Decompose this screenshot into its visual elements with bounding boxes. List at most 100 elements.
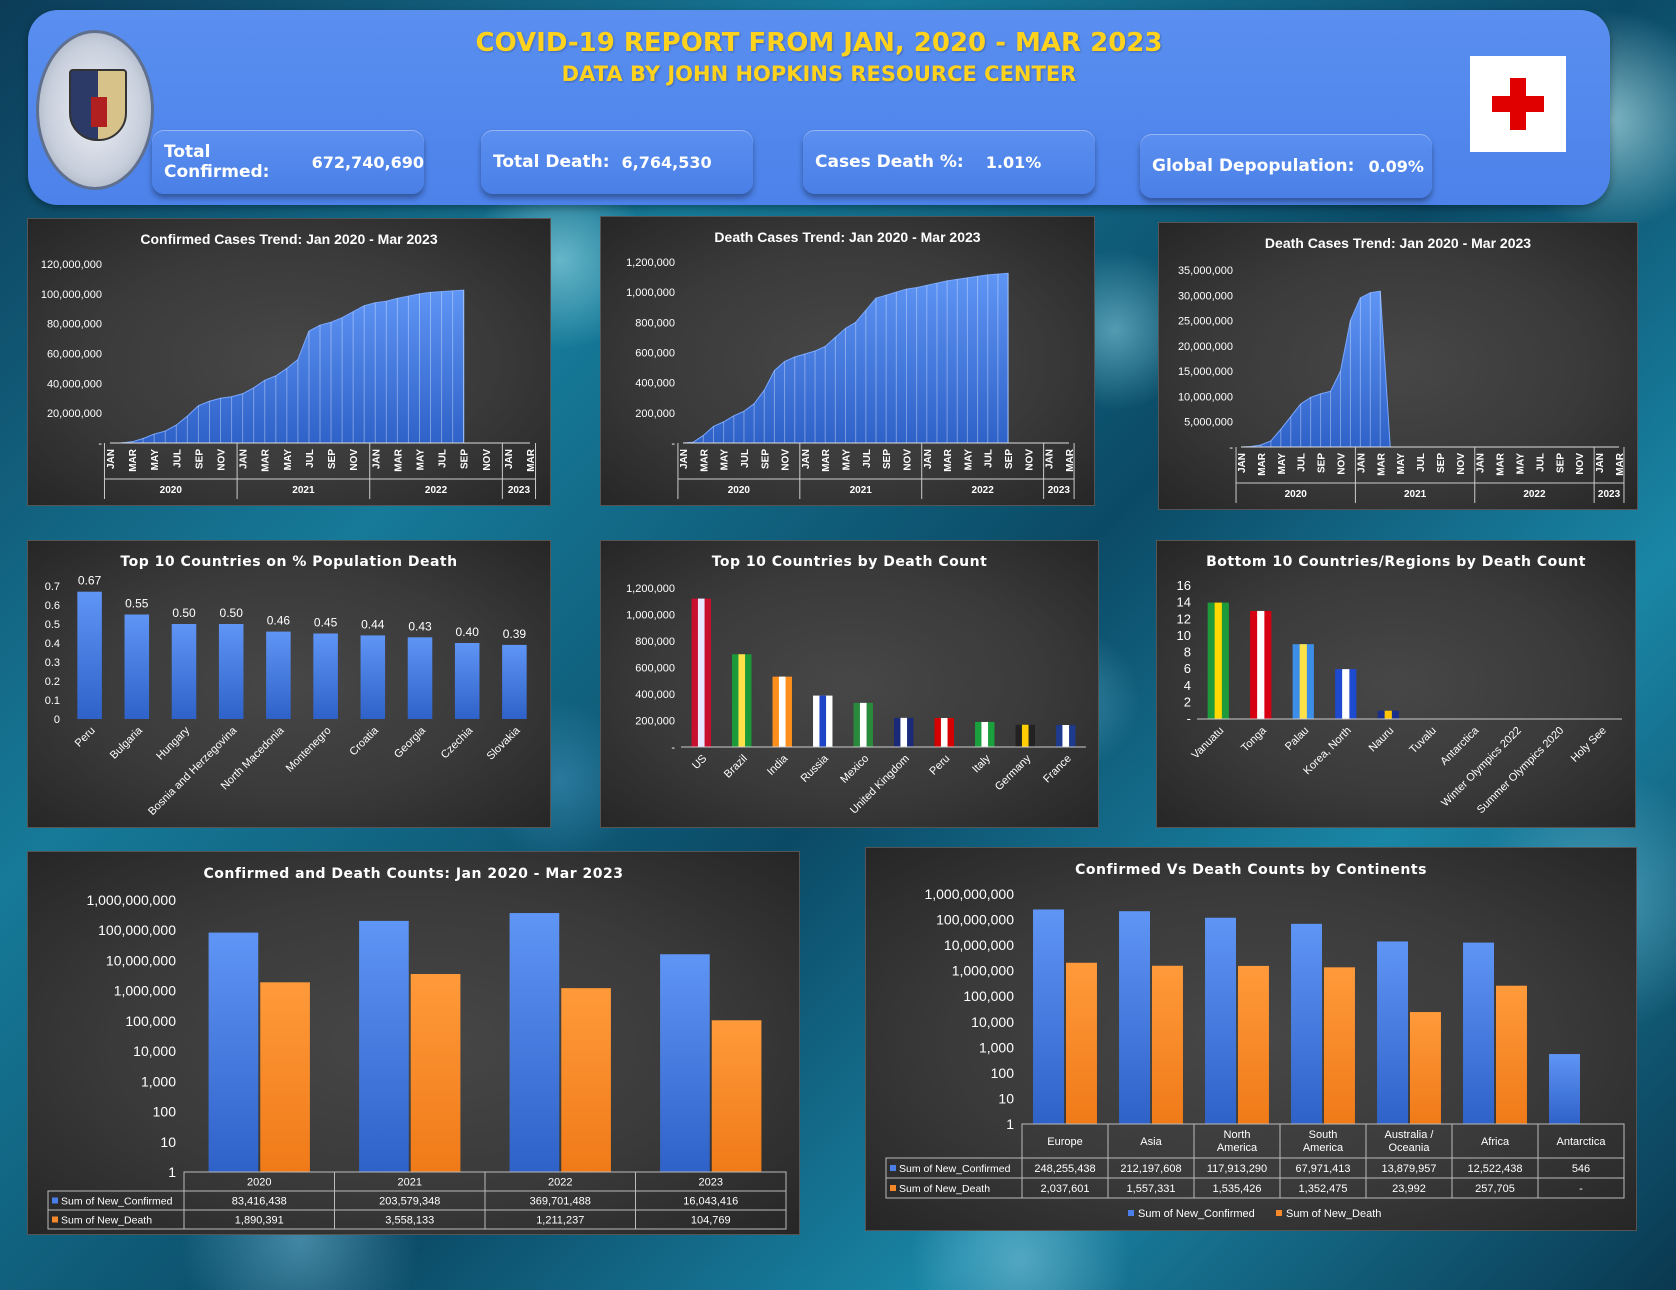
table-value: 1,557,331 <box>1127 1183 1176 1195</box>
table-value: 16,043,416 <box>683 1196 738 1208</box>
table-category: Oceania <box>1389 1142 1431 1154</box>
month-label: SEP <box>1317 453 1328 473</box>
table-category: America <box>1303 1142 1344 1154</box>
y-tick-label: 10,000,000 <box>1178 391 1233 403</box>
table-value: 212,197,608 <box>1120 1163 1181 1175</box>
table-value: 2,037,601 <box>1041 1183 1090 1195</box>
month-label: JAN <box>801 449 812 469</box>
month-label: MAR <box>1496 452 1507 476</box>
kpi-label: Total Confirmed: <box>164 142 270 182</box>
month-label: MAY <box>1516 453 1527 475</box>
month-label: MAR <box>1065 448 1076 472</box>
kpi-value: 1.01% <box>985 152 1042 172</box>
chart-title: Confirmed Vs Death Counts by Continents <box>1075 862 1427 878</box>
month-label: MAR <box>943 448 954 472</box>
table-category: Australia / <box>1385 1129 1435 1141</box>
death-bar <box>711 1020 762 1172</box>
table-value: 369,701,488 <box>530 1196 591 1208</box>
bar-flag-stripe <box>819 695 827 747</box>
month-label: SEP <box>882 449 893 469</box>
chart-title: Top 10 Countries on % Population Death <box>120 554 458 570</box>
month-label: MAR <box>1376 452 1387 476</box>
confirmed-bar <box>208 932 259 1172</box>
category-label: Vanuatu <box>1189 725 1226 762</box>
death-bar <box>561 988 611 1172</box>
table-category: Africa <box>1481 1136 1510 1148</box>
year-label: 2022 <box>972 485 995 496</box>
pct-population-death-chart: Top 10 Countries on % Population Death 0… <box>27 540 551 828</box>
area-series <box>109 289 465 444</box>
legend-swatch <box>52 1197 58 1204</box>
month-label: NOV <box>1575 453 1586 475</box>
y-tick-label: 1,000,000 <box>626 287 675 299</box>
kpi-global-depopulation: Global Depopulation: 0.09% <box>1140 134 1432 198</box>
table-value: 104,769 <box>691 1215 731 1227</box>
bar <box>266 631 291 719</box>
category-label: Holy See <box>1569 725 1609 765</box>
year-label: 2021 <box>292 485 315 496</box>
data-label: 0.67 <box>78 574 102 588</box>
chart-title: Death Cases Trend: Jan 2020 - Mar 2023 <box>1264 235 1532 251</box>
y-tick-label: 14 <box>1177 595 1191 610</box>
death-trend-chart: Death Cases Trend: Jan 2020 - Mar 2023 -… <box>600 216 1095 506</box>
month-label: SEP <box>1555 453 1566 473</box>
month-label: JAN <box>371 449 382 469</box>
month-label: NOV <box>1456 453 1467 475</box>
table-value: 13,879,957 <box>1381 1163 1436 1175</box>
y-tick-label: 1 <box>168 1164 176 1180</box>
table-category: 2022 <box>548 1177 572 1189</box>
bar-flag-stripe <box>1257 610 1265 719</box>
chart-title: Top 10 Countries by Death Count <box>711 554 988 570</box>
kpi-label: Cases Death %: <box>815 152 964 172</box>
legend-swatch <box>890 1185 896 1191</box>
y-tick-label: 0.6 <box>45 600 60 612</box>
table-value: 1,890,391 <box>235 1215 284 1227</box>
data-label: 0.45 <box>314 616 338 630</box>
y-tick-label: 1,000,000 <box>114 983 176 999</box>
chart-title: Death Cases Trend: Jan 2020 - Mar 2023 <box>714 229 981 245</box>
month-label: MAY <box>1396 453 1407 475</box>
year-label: 2020 <box>1285 489 1308 500</box>
bar <box>77 591 102 719</box>
table-series-name: Sum of New_Death <box>899 1183 990 1195</box>
y-tick-label: - <box>1229 442 1233 454</box>
month-label: JAN <box>504 449 515 469</box>
month-label: SEP <box>327 449 338 469</box>
bar-flag-stripe <box>697 598 705 747</box>
table-value: 248,255,438 <box>1034 1163 1095 1175</box>
category-label: Italy <box>970 752 993 775</box>
month-label: NOV <box>349 449 360 471</box>
kpi-value: 672,740,690 <box>311 152 424 172</box>
bar <box>360 635 386 719</box>
legend-label: Sum of New_Death <box>1286 1208 1381 1220</box>
table-cell <box>635 1209 787 1230</box>
y-tick-label: 2 <box>1184 694 1191 709</box>
month-label: MAR <box>699 448 710 472</box>
y-tick-label: 100 <box>153 1104 177 1120</box>
bar-flag-stripe <box>900 717 908 747</box>
month-label: MAY <box>963 449 974 471</box>
y-tick-label: 20,000,000 <box>47 408 102 420</box>
table-category: Europe <box>1047 1136 1082 1148</box>
top10-death-count-chart: Top 10 Countries by Death Count - 200,000… <box>600 540 1099 828</box>
month-label: JAN <box>1356 453 1367 473</box>
y-tick-label: 8 <box>1184 645 1191 660</box>
confirmed-bar <box>1205 917 1236 1124</box>
kpi-label: Total Death: <box>493 152 610 172</box>
data-label: 0.50 <box>172 606 196 620</box>
table-category: 2020 <box>247 1177 271 1189</box>
death-bar <box>1152 965 1183 1124</box>
month-label: MAY <box>842 449 853 471</box>
table-value: 67,971,413 <box>1295 1163 1350 1175</box>
confirmed-bar <box>1033 909 1064 1124</box>
y-tick-label: 30,000,000 <box>1178 290 1233 302</box>
data-label: 0.55 <box>125 597 149 611</box>
data-label: 0.40 <box>456 625 480 639</box>
table-value: 83,416,438 <box>232 1196 287 1208</box>
table-category: 2023 <box>699 1177 723 1189</box>
year-label: 2022 <box>425 485 448 496</box>
bar-flag-stripe <box>1299 644 1307 719</box>
month-label: JAN <box>106 449 117 469</box>
month-label: JAN <box>239 449 250 469</box>
month-label: MAY <box>720 449 731 471</box>
